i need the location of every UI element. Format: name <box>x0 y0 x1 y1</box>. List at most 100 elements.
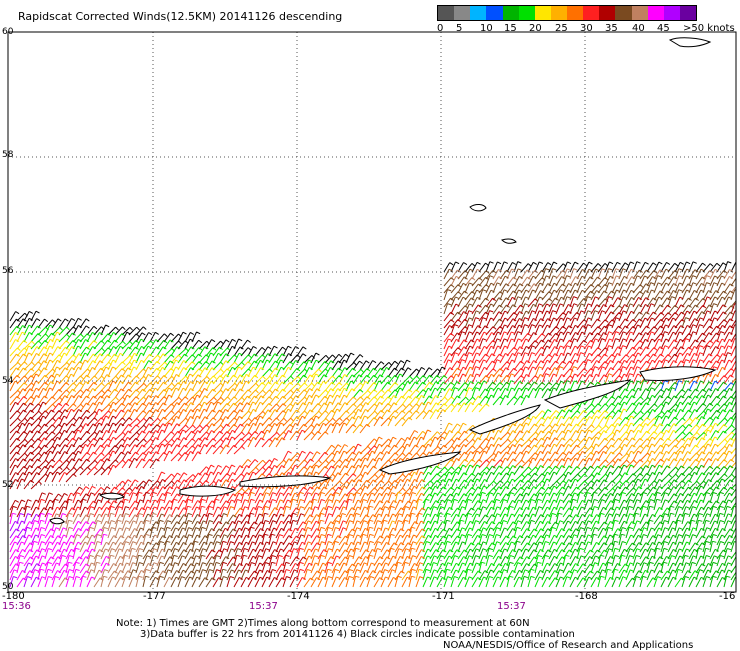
wind-barb <box>170 430 179 441</box>
wind-barb-feather <box>24 375 28 379</box>
wind-barb <box>30 387 37 399</box>
wind-barb-feather <box>204 367 209 371</box>
wind-barb <box>457 326 466 336</box>
wind-barb <box>681 417 691 427</box>
wind-barb <box>9 396 18 406</box>
wind-barb-feather <box>49 471 54 475</box>
wind-barb <box>317 423 324 434</box>
wind-barb-feather <box>559 289 564 292</box>
wind-barb-feather <box>134 444 139 448</box>
wind-barb <box>604 304 612 315</box>
wind-barb-feather <box>637 324 642 328</box>
wind-barb-feather <box>651 443 656 447</box>
wind-barb-feather <box>170 354 175 358</box>
wind-barb <box>212 368 222 378</box>
wind-barb-feather <box>699 359 704 362</box>
wind-barb <box>93 367 102 378</box>
wind-barb <box>702 332 710 343</box>
wind-barb-feather <box>99 360 104 364</box>
wind-barb-feather <box>449 325 454 329</box>
wind-barb-feather <box>44 374 49 379</box>
wind-barb-feather <box>16 325 21 330</box>
wind-barb-feather <box>28 317 33 321</box>
wind-barb-feather <box>94 460 99 464</box>
wind-barb-feather <box>674 416 679 421</box>
wind-barb-feather <box>528 466 532 471</box>
wind-barb-feather <box>183 437 188 441</box>
wind-barb <box>338 374 345 385</box>
wind-barb-feather <box>238 338 243 342</box>
wind-barb-feather <box>483 359 488 363</box>
wind-barb-feather <box>519 311 524 315</box>
wind-barb-feather <box>448 345 453 349</box>
wind-barb <box>611 416 620 427</box>
wind-barb-feather <box>693 401 698 405</box>
wind-barb-feather <box>30 368 35 372</box>
wind-barb-feather <box>177 437 181 441</box>
wind-barb <box>282 396 291 406</box>
wind-barb-feather <box>422 389 427 393</box>
wind-barb <box>268 417 277 427</box>
wind-barb <box>485 394 492 406</box>
wind-barb <box>86 431 95 441</box>
wind-barb <box>471 437 479 448</box>
wind-barb-feather <box>514 438 518 443</box>
wind-barb-feather <box>388 362 392 366</box>
wind-barb <box>443 338 449 350</box>
wind-barb <box>135 332 143 343</box>
wind-barb <box>464 317 470 329</box>
wind-barb <box>576 303 582 315</box>
wind-barb-feather <box>490 394 495 398</box>
wind-barb <box>107 332 114 343</box>
wind-barb-feather <box>338 367 343 371</box>
wind-barb <box>681 437 689 448</box>
wind-barb-feather <box>247 395 251 399</box>
wind-barb <box>212 401 219 413</box>
wind-barb-feather <box>231 436 236 440</box>
wind-barb <box>149 409 157 420</box>
wind-barb-feather <box>729 409 734 413</box>
wind-barb-feather <box>477 325 482 329</box>
wind-barb-feather <box>28 324 33 328</box>
wind-barb <box>184 416 191 427</box>
wind-barb <box>569 444 577 455</box>
wind-barb-feather <box>556 480 560 485</box>
wind-barb-feather <box>317 403 322 407</box>
wind-barb-feather <box>429 409 433 413</box>
wind-barb-feather <box>638 318 643 322</box>
wind-barb-feather <box>650 303 655 306</box>
wind-barb <box>93 353 101 364</box>
wind-barb-feather <box>680 360 685 364</box>
wind-barb-feather <box>408 389 413 393</box>
wind-barb-feather <box>196 331 201 335</box>
wind-barb-feather <box>457 319 462 323</box>
wind-barb <box>618 388 626 399</box>
wind-barb-feather <box>588 345 593 349</box>
wind-barb-feather <box>715 430 720 434</box>
wind-barb <box>688 310 695 322</box>
wind-barb-feather <box>155 409 160 413</box>
wind-barb-feather <box>703 410 707 415</box>
wind-barb-feather <box>714 422 719 426</box>
wind-barb-feather <box>603 395 608 399</box>
wind-barb <box>345 411 355 420</box>
wind-barb-feather <box>98 408 103 412</box>
wind-barb <box>170 346 178 357</box>
wind-barb-feather <box>112 359 117 363</box>
wind-barb-feather <box>136 418 141 422</box>
wind-barb-feather <box>674 312 679 316</box>
wind-barb-feather <box>519 275 523 279</box>
wind-barb-feather <box>252 401 257 405</box>
wind-barb-feather <box>58 466 63 470</box>
wind-barb-feather <box>126 394 131 398</box>
wind-barb <box>261 381 269 392</box>
wind-barb <box>9 437 18 448</box>
wind-barb <box>303 359 310 371</box>
wind-barb-feather <box>148 395 153 399</box>
wind-barb-feather <box>568 325 573 329</box>
wind-barb <box>639 430 647 441</box>
wind-barb <box>611 368 620 378</box>
wind-barb-feather <box>323 402 328 406</box>
wind-barb-feather <box>692 331 697 334</box>
wind-barb-feather <box>288 353 293 357</box>
